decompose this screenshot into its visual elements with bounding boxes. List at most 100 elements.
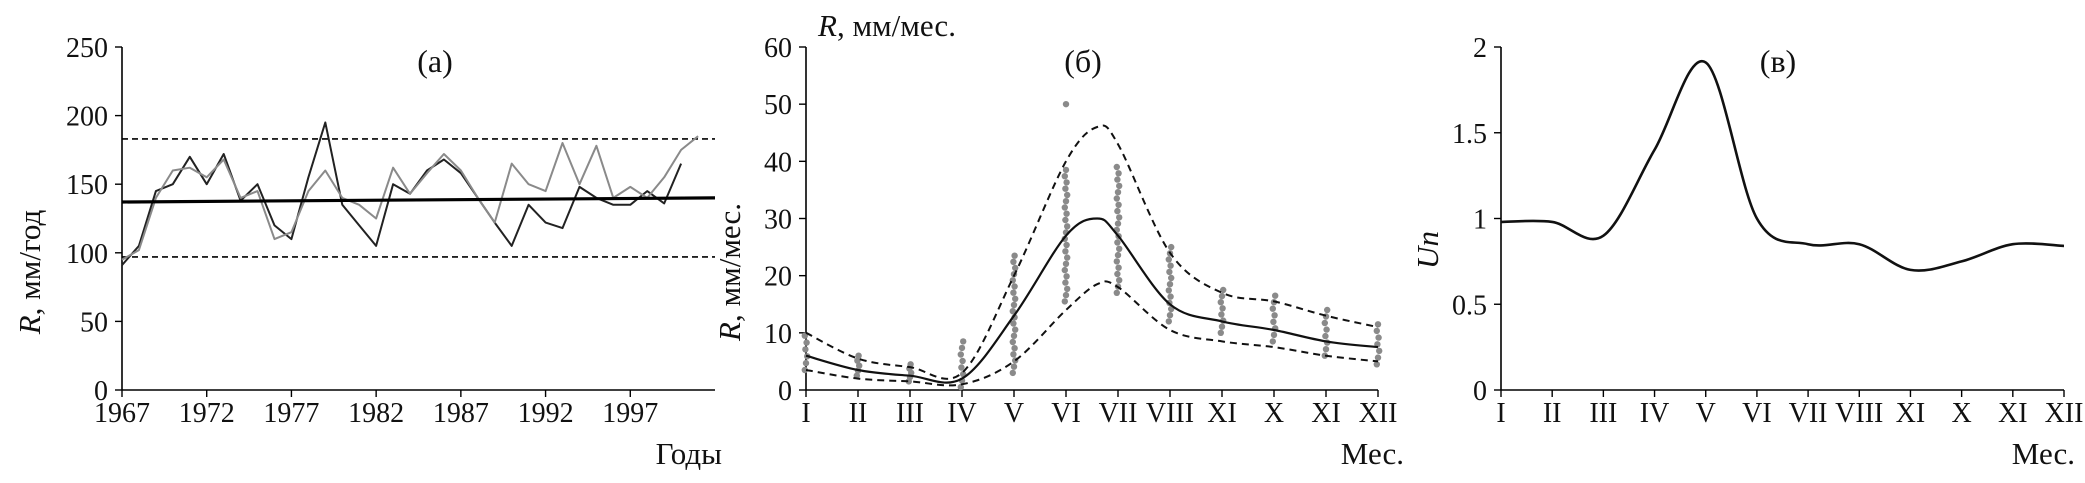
panel-c-chart: (в) Мес. Un 00.511.52I II III IV V VI VII VIII X… [1410, 33, 2083, 471]
panel-b-scatter-point [1323, 326, 1330, 333]
panel-c-y-tick-label: 0 [1473, 376, 1487, 407]
panel-b-scatter-point [1322, 332, 1329, 340]
panel-b-x-axis-title: Мес. [1341, 436, 1404, 471]
panel-b-scatter-point [1012, 326, 1019, 333]
panel-b-y-axis-symbol: R [712, 322, 747, 342]
panel-b-scatter-point [1374, 321, 1382, 328]
panel-b-scatter-point [1062, 100, 1070, 108]
panel-b-scatter-point [1063, 179, 1070, 186]
panel-b-scatter-point [957, 383, 964, 391]
panel-b-scatter-point [1062, 248, 1069, 255]
panel-b-lower-line [805, 280, 1379, 387]
panel-c-x-tick-label: VIII [1835, 398, 1883, 429]
panel-a-x-tick-label: 1997 [602, 398, 658, 429]
panel-a-y-axis-symbol: R [12, 315, 47, 335]
panel-b-x-tick-label: X [1264, 398, 1284, 429]
panel-b-y-tick-label: 50 [764, 90, 792, 121]
panel-b-scatter-point [1114, 251, 1122, 259]
panel-b-scatter-point [1012, 295, 1019, 302]
panel-b-scatter-point [1062, 216, 1069, 224]
panel-a-series-dark-line [121, 121, 683, 266]
panel-b-scatter-point [1113, 163, 1121, 171]
panel-b-scatter-point [1168, 243, 1175, 251]
panel-b-scatter-point [1114, 189, 1122, 196]
panel-b-mean-line [805, 217, 1379, 384]
panel-a-chart: (а) Годы R, мм/год 0 50 100 150 200 250 1967 19… [12, 33, 722, 471]
panel-a-y-axis-unit: , мм/год [12, 209, 47, 315]
panel-c-x-tick-label: IV [1640, 398, 1670, 429]
panel-a-y-tick-label: 100 [66, 239, 108, 270]
panel-c-x-tick-label: II [1543, 398, 1562, 429]
panel-b-scatter-point [1011, 283, 1018, 290]
panel-b-x-tick-label: VI [1051, 398, 1081, 429]
panel-b-scatter-point [1166, 281, 1174, 288]
panel-b-scatter-point [1217, 299, 1225, 306]
panel-b-scatter-point [1115, 201, 1122, 208]
panel-a-y-axis-title: R, мм/год [12, 209, 47, 335]
panel-b-scatter-point [1166, 268, 1173, 276]
panel-b-chart: (б) R, мм/мес. Мес. R, мм/мес. 010203040… [712, 8, 1404, 471]
panel-b-x-tick-label: I [801, 398, 810, 429]
panel-b-scatter-point [1011, 252, 1018, 259]
panel-c-x-axis-title: Мес. [2012, 436, 2075, 471]
panel-b-scatter-point [1009, 369, 1016, 377]
panel-b-scatter-point [1009, 338, 1016, 346]
panel-b-scatter-point [1114, 239, 1121, 246]
panel-b-scatter-point [1064, 285, 1071, 293]
panel-b-upper-line [805, 124, 1379, 380]
panel-b-y-axis-unit: , мм/мес. [712, 203, 747, 322]
panel-a-x-tick-label: 1977 [263, 398, 319, 429]
panel-b-scatter-point [1114, 220, 1122, 227]
panel-c-x-tick-label: VII [1789, 398, 1828, 429]
panel-c-y-tick-label: 1.5 [1452, 119, 1487, 150]
panel-b-scatter-point [1064, 223, 1071, 230]
panel-b-scatter-point [1165, 256, 1173, 263]
panel-b-scatter-point [1010, 289, 1017, 296]
panel-b-scatter-point [802, 359, 810, 367]
panel-b-scatter-point [801, 366, 808, 374]
panel-b-scatter-point [1272, 292, 1279, 299]
panel-b-scatter-point [1269, 338, 1277, 345]
panel-b-y-tick-label: 30 [764, 205, 792, 236]
panel-b-y-tick-label: 20 [764, 262, 792, 293]
panel-b-x-tick-label: II [849, 398, 868, 429]
panel-b-x-tick-label: XII [1359, 398, 1398, 429]
panel-b-scatter-point [1270, 318, 1277, 325]
panel-b-scatter-point [1063, 241, 1070, 249]
panel-b-y-tick-label: 40 [764, 147, 792, 178]
panel-b-scatter-point [1010, 351, 1017, 358]
panel-b-scatter-point [1269, 305, 1277, 312]
panel-b-scatter-point [1012, 264, 1019, 272]
panel-b-scatter-point [957, 351, 964, 358]
panel-b-scatter-point [854, 357, 861, 364]
panel-b-scatter-point [1113, 258, 1121, 265]
panel-b-scatter-point [1116, 214, 1123, 221]
panel-b-scatter-point [1218, 311, 1225, 318]
panel-b-top-axis-symbol: R [817, 8, 837, 43]
panel-b-scatter-point [1064, 191, 1071, 199]
panel-c-y-tick-label: 0.5 [1452, 290, 1487, 321]
panel-b-scatter-point [1324, 306, 1331, 314]
panel-a-y-tick-label: 50 [80, 307, 108, 338]
panel-a-y-tick-label: 150 [66, 170, 108, 201]
panel-b-scatter-point [1114, 176, 1121, 183]
panel-a-label: (а) [417, 43, 453, 79]
panel-b-scatter-point [1061, 298, 1069, 305]
panel-b-scatter-point [803, 339, 810, 346]
panel-b-scatter-point [855, 352, 862, 359]
panel-b-x-tick-label: XI [1207, 398, 1237, 429]
panel-b-top-axis-unit: , мм/мес. [837, 8, 956, 43]
panel-b-scatter-point [1321, 319, 1329, 327]
panel-b-y-axis-title: R, мм/мес. [712, 203, 747, 342]
panel-b-scatter-point [958, 364, 965, 371]
panel-b-scatter-point [959, 357, 966, 365]
panel-b-scatter-point [1217, 329, 1225, 336]
panel-b-y-tick-label: 60 [764, 33, 792, 64]
panel-b-x-tick-label: V [1004, 398, 1024, 429]
panel-b-scatter-point [1062, 260, 1070, 267]
panel-b-scatter-point [1010, 363, 1018, 370]
panel-b-scatter-point [1064, 254, 1071, 261]
panel-b-scatter-point [1165, 287, 1173, 294]
panel-c-x-tick-label: XI [1998, 398, 2028, 429]
panel-b-x-tick-label: XI [1311, 398, 1341, 429]
